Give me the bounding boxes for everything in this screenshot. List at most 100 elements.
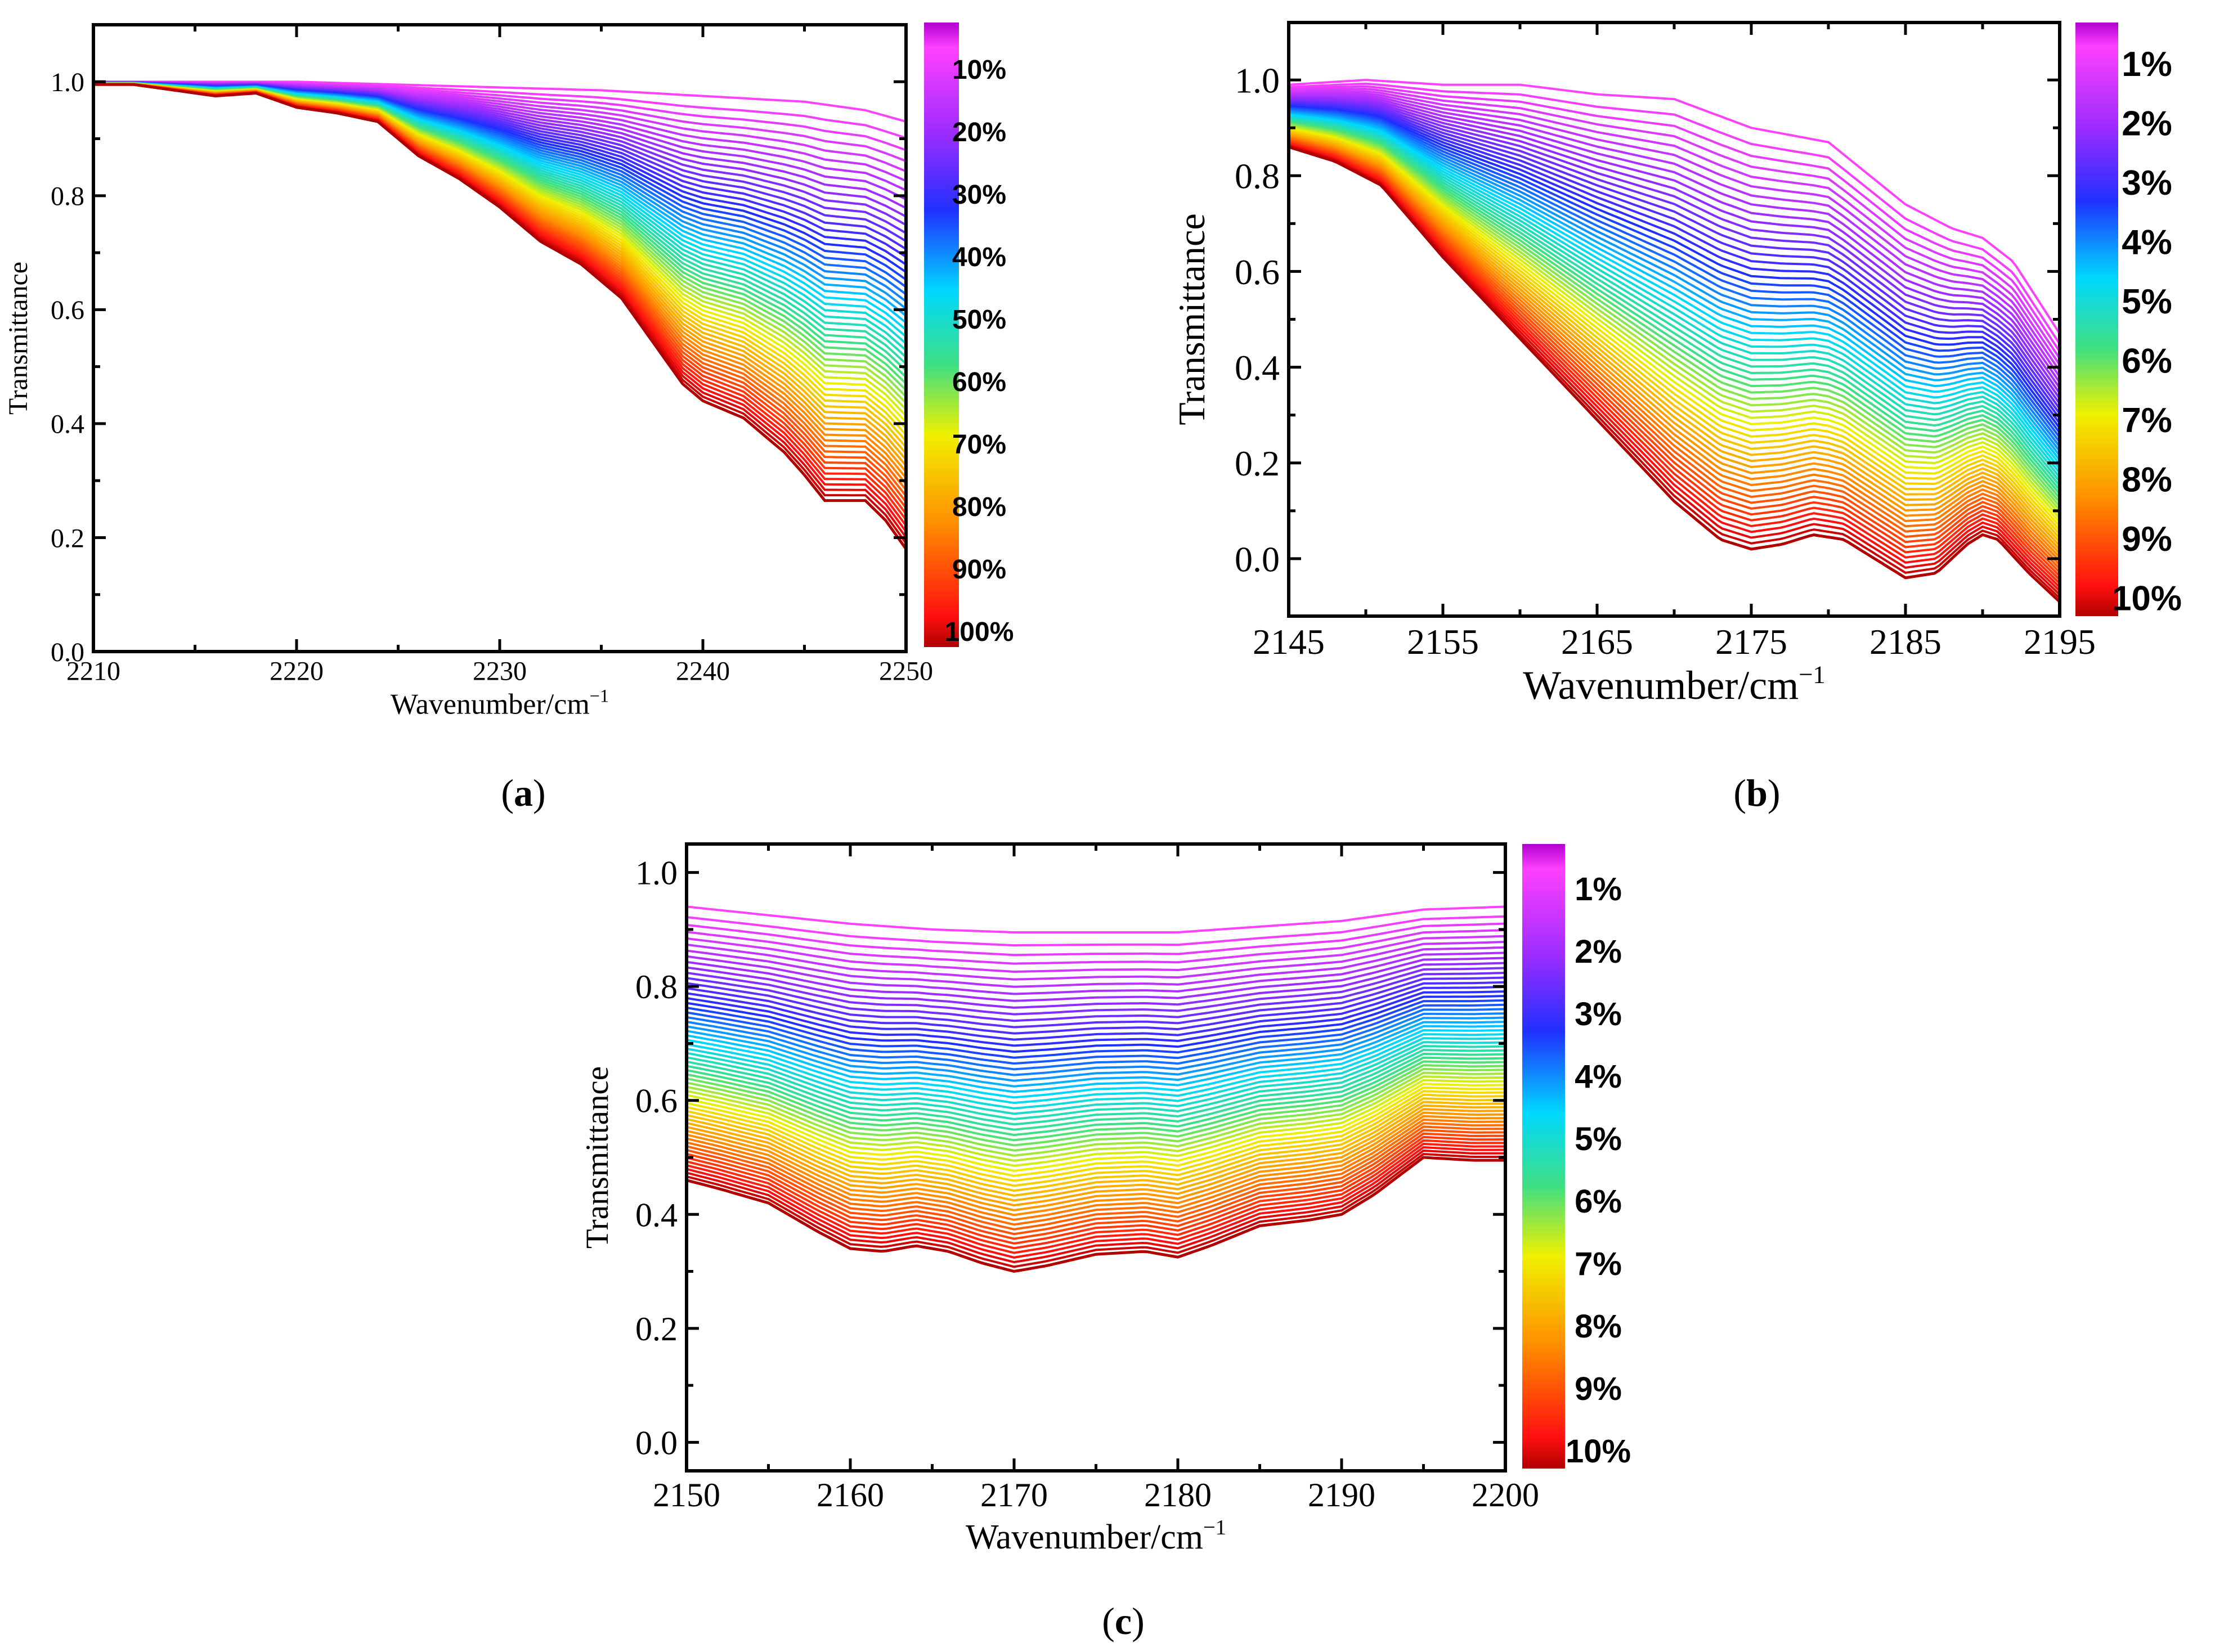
series-line-17 (1289, 105, 2060, 429)
series-line-55 (687, 1139, 1505, 1250)
y-tick-label: 0.0 (1235, 539, 1280, 579)
series-line-33 (687, 1060, 1505, 1142)
series-line-36 (687, 1071, 1505, 1157)
colorbar-label: 5% (2122, 282, 2172, 321)
colorbar-label: 7% (1575, 1246, 1622, 1282)
x-tick-label: 2170 (980, 1476, 1048, 1514)
series-line-21 (1289, 110, 2060, 447)
series-line-15 (1289, 103, 2060, 419)
colorbar-label: 100% (945, 617, 1014, 647)
y-tick-label: 0.2 (51, 523, 84, 553)
series-line-30 (687, 1048, 1505, 1126)
series-line-26 (687, 1033, 1505, 1105)
y-tick-label: 0.4 (51, 410, 84, 439)
x-tick-label: 2240 (676, 656, 730, 686)
series-line-6 (687, 941, 1505, 981)
series-line-2 (1289, 82, 2060, 345)
colorbar-label: 1% (1575, 871, 1622, 908)
series-line-5 (687, 935, 1505, 973)
series-line-25 (687, 1029, 1505, 1099)
series-line-5 (1289, 89, 2060, 366)
x-axis-label: Wavenumber/cm−1 (966, 1516, 1226, 1556)
series-line-55 (1289, 141, 2060, 585)
series-line-38 (1289, 126, 2060, 519)
series-group (1289, 79, 2060, 603)
colorbar-label: 8% (2122, 460, 2172, 499)
series-line-6 (1289, 92, 2060, 372)
x-tick-label: 2180 (1144, 1476, 1212, 1514)
y-tick-label: 0.0 (51, 638, 84, 667)
x-tick-label: 2160 (817, 1476, 884, 1514)
series-line-45 (1289, 133, 2060, 547)
series-line-15 (687, 986, 1505, 1041)
series-line-58 (687, 1149, 1505, 1264)
series-line-19 (687, 1003, 1505, 1065)
series-line-21 (687, 1012, 1505, 1076)
series-line-42 (687, 1093, 1505, 1187)
series-line-38 (687, 1079, 1505, 1167)
y-tick-label: 0.6 (635, 1083, 678, 1120)
series-line-60 (93, 83, 906, 550)
series-line-43 (687, 1097, 1505, 1192)
series-line-57 (687, 1146, 1505, 1259)
y-tick-label: 0.6 (1235, 252, 1280, 292)
series-line-54 (687, 1135, 1505, 1245)
series-line-48 (687, 1115, 1505, 1216)
colorbar (2075, 23, 2118, 616)
series-line-44 (687, 1101, 1505, 1197)
x-axis-label: Wavenumber/cm−1 (1523, 660, 1826, 708)
series-line-16 (1289, 104, 2060, 424)
colorbar-label: 10% (2112, 579, 2182, 618)
series-line-1 (687, 905, 1505, 933)
series-line-4 (1289, 88, 2060, 360)
x-tick-label: 2145 (1253, 622, 1325, 662)
series-line-40 (1289, 128, 2060, 527)
colorbar-label: 3% (1575, 996, 1622, 1032)
series-line-52 (687, 1129, 1505, 1236)
series-line-51 (687, 1125, 1505, 1231)
series-line-2 (687, 915, 1505, 947)
series-line-48 (1289, 135, 2060, 558)
series-line-35 (687, 1067, 1505, 1152)
y-tick-label: 1.0 (1235, 60, 1280, 100)
series-line-60 (687, 1156, 1505, 1273)
x-tick-label: 2220 (270, 656, 324, 686)
series-line-12 (687, 972, 1505, 1022)
series-line-27 (1289, 116, 2060, 474)
series-line-22 (1289, 111, 2060, 452)
x-tick-label: 2230 (473, 656, 527, 686)
series-line-12 (1289, 100, 2060, 405)
colorbar-label: 30% (952, 180, 1006, 210)
y-tick-label: 0.6 (51, 295, 84, 325)
series-line-49 (1289, 136, 2060, 562)
series-line-8 (687, 951, 1505, 995)
series-line-22 (687, 1016, 1505, 1082)
series-line-10 (1289, 97, 2060, 394)
colorbar-label: 10% (1566, 1433, 1631, 1470)
series-line-8 (1289, 95, 2060, 383)
y-axis-label: Transmittance (1172, 213, 1213, 425)
series-line-46 (1289, 133, 2060, 550)
series-line-41 (1289, 129, 2060, 531)
series-line-50 (687, 1122, 1505, 1226)
x-tick-label: 2200 (1472, 1476, 1539, 1514)
x-tick-label: 2155 (1407, 622, 1479, 662)
y-tick-label: 0.2 (1235, 443, 1280, 483)
series-line-19 (1289, 107, 2060, 438)
colorbar-label: 70% (952, 430, 1006, 460)
caption-c: (c) (1102, 1600, 1145, 1642)
series-line-14 (1289, 102, 2060, 415)
series-line-56 (687, 1142, 1505, 1254)
colorbar-label: 1% (2122, 45, 2172, 84)
series-line-13 (687, 976, 1505, 1029)
y-tick-label: 0.8 (635, 968, 678, 1005)
colorbar-label: 50% (952, 305, 1006, 335)
colorbar-label: 5% (1575, 1121, 1622, 1157)
x-tick-label: 2195 (2024, 622, 2096, 662)
series-line-11 (1289, 98, 2060, 399)
colorbar (1522, 844, 1565, 1469)
series-line-23 (687, 1021, 1505, 1088)
series-line-25 (1289, 114, 2060, 465)
series-line-49 (687, 1118, 1505, 1221)
series-line-17 (687, 995, 1505, 1053)
